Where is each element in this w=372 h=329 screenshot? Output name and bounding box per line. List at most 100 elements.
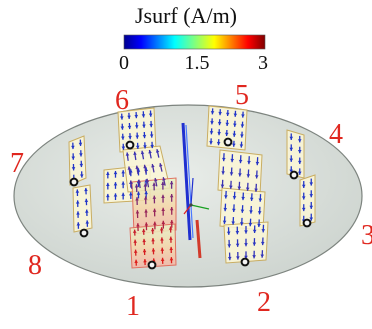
- current-arrow-head: [159, 227, 164, 231]
- current-arrow-head: [237, 186, 242, 190]
- port-ring-6: [125, 140, 135, 150]
- current-arrow-head: [240, 222, 244, 226]
- current-arrow-head: [152, 195, 157, 199]
- current-arrow-head: [135, 210, 140, 214]
- current-arrow-head: [121, 146, 126, 150]
- current-arrow-head: [309, 194, 314, 198]
- current-arrow-head: [121, 181, 125, 185]
- current-arrow-head: [145, 178, 150, 183]
- current-arrow-head: [169, 220, 174, 224]
- current-arrow-head: [160, 247, 165, 251]
- current-arrow-head: [220, 184, 225, 188]
- current-arrow-head: [76, 211, 80, 215]
- current-arrow-head: [75, 189, 80, 193]
- axis-triad: [183, 177, 210, 215]
- current-arrow-head: [255, 161, 260, 166]
- current-arrow-head: [120, 116, 124, 120]
- colorbar-title: Jsurf (A/m): [134, 3, 238, 28]
- current-arrow-head: [134, 259, 138, 263]
- current-arrow-head: [84, 198, 89, 202]
- current-arrow-head: [152, 208, 157, 212]
- current-arrow-head: [301, 184, 306, 188]
- current-arrow-head: [229, 172, 234, 176]
- current-arrow-head: [247, 160, 251, 165]
- current-arrow-head: [232, 143, 236, 147]
- current-arrow-head: [151, 164, 155, 168]
- current-arrow-head: [169, 207, 174, 211]
- current-arrow-head: [133, 239, 138, 243]
- current-arrow-head: [210, 121, 214, 125]
- current-arrow-head: [169, 236, 173, 240]
- current-arrow-head: [309, 182, 314, 186]
- current-arrow-head: [78, 142, 83, 146]
- current-arrow-head: [227, 256, 232, 261]
- current-arrow-head: [289, 147, 294, 151]
- port-rings: [69, 137, 312, 270]
- current-arrow-head: [144, 190, 148, 195]
- current-arrow-head: [125, 152, 130, 156]
- current-arrow-head: [121, 170, 125, 174]
- colorbar: [123, 34, 266, 50]
- current-arrow-head: [244, 255, 248, 259]
- current-arrow-head: [241, 196, 245, 201]
- port-label-3: 3: [361, 220, 372, 251]
- port-ring-7: [69, 177, 79, 187]
- port-ring-1: [147, 260, 157, 270]
- current-arrow-head: [134, 114, 139, 119]
- current-arrow-head: [154, 178, 158, 182]
- current-arrow-head: [233, 123, 237, 127]
- current-arrow-head: [135, 135, 140, 139]
- panel-left-hot: [131, 177, 177, 235]
- current-arrow-head: [75, 200, 80, 204]
- current-arrow-head: [85, 220, 90, 224]
- current-arrow-head: [309, 217, 314, 221]
- current-arrow-head: [222, 157, 226, 162]
- current-arrow-head: [161, 220, 166, 225]
- current-arrow-head: [143, 183, 148, 187]
- current-arrow-head: [149, 123, 153, 128]
- current-arrow-head: [142, 134, 147, 139]
- current-arrow-head: [133, 151, 137, 156]
- port-label-5: 5: [235, 80, 249, 111]
- current-arrow-head: [232, 196, 237, 200]
- current-arrow-head: [148, 113, 153, 117]
- current-arrow-head: [217, 131, 221, 136]
- current-arrow-head: [254, 188, 258, 192]
- current-arrow-head: [245, 187, 250, 191]
- current-arrow-head: [244, 230, 248, 234]
- current-arrow-head: [113, 193, 118, 197]
- current-arrow-head: [71, 167, 76, 171]
- current-arrow-head: [143, 259, 147, 263]
- current-arrow-head: [136, 223, 140, 227]
- current-arrow-head: [149, 134, 154, 138]
- current-arrow-head: [150, 228, 155, 232]
- current-arrow-head: [232, 133, 237, 137]
- panel-1: [129, 223, 177, 269]
- current-arrow-head: [85, 209, 89, 213]
- port-ring-3: [302, 218, 312, 228]
- current-arrow-head: [241, 114, 245, 118]
- current-arrow-head: [257, 223, 261, 228]
- panel-8: [72, 184, 93, 233]
- current-arrow-head: [129, 192, 133, 196]
- current-arrow-head: [71, 156, 76, 160]
- current-arrow-head: [260, 241, 265, 246]
- current-arrow-head: [252, 242, 257, 246]
- current-arrow-head: [106, 193, 110, 198]
- current-arrow-head: [209, 141, 213, 145]
- current-arrow-head: [222, 220, 227, 224]
- center-feed: [181, 122, 202, 259]
- current-arrow-head: [289, 169, 294, 173]
- port-ring-4: [289, 170, 299, 180]
- current-arrow-head: [216, 141, 221, 146]
- current-arrow-head: [135, 165, 139, 170]
- current-arrow-head: [289, 136, 294, 140]
- current-arrow-head: [261, 229, 266, 233]
- port-label-7: 7: [10, 148, 24, 179]
- current-arrow-head: [232, 208, 236, 212]
- current-arrow-head: [133, 249, 138, 253]
- current-arrow-head: [142, 124, 146, 128]
- current-arrow-head: [79, 163, 84, 168]
- current-arrow-head: [254, 175, 259, 179]
- current-arrow-head: [142, 248, 147, 253]
